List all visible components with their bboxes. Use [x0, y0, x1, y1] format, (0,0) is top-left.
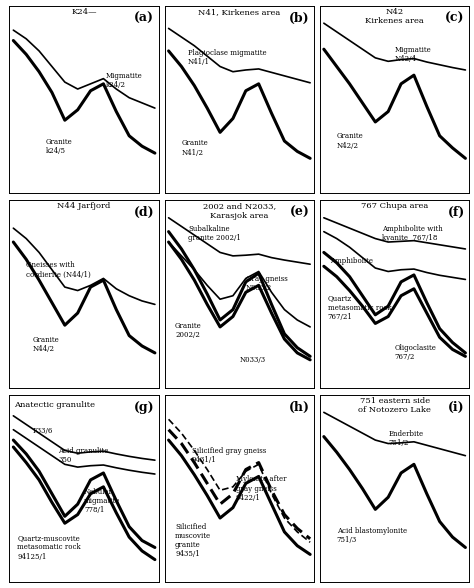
- Text: 751 eastern side
of Notozero Lake: 751 eastern side of Notozero Lake: [358, 397, 431, 414]
- Text: N033/3: N033/3: [239, 356, 265, 364]
- Text: (d): (d): [134, 206, 154, 219]
- Text: 2002 and N2033,
Karasjok area: 2002 and N2033, Karasjok area: [203, 202, 276, 219]
- Text: Anatectic granulite: Anatectic granulite: [14, 400, 95, 409]
- Text: 767 Chupa area: 767 Chupa area: [361, 202, 428, 211]
- Text: (f): (f): [447, 206, 465, 219]
- Text: Silicified gray gneiss
9431/1: Silicified gray gneiss 9431/1: [192, 447, 266, 465]
- Text: Granite
N44/2: Granite N44/2: [33, 336, 59, 353]
- Text: Plagioclase migmatite
N41/1: Plagioclase migmatite N41/1: [188, 49, 266, 66]
- Text: Granite
N41/2: Granite N41/2: [182, 139, 208, 156]
- Text: Enderbite
751/2: Enderbite 751/2: [388, 430, 423, 447]
- Text: (g): (g): [134, 400, 154, 413]
- Text: Subalkaline
granite 2002/1: Subalkaline granite 2002/1: [188, 225, 241, 242]
- Text: (b): (b): [289, 12, 310, 25]
- Text: Amphibolite: Amphibolite: [330, 257, 374, 265]
- Text: N44 Jarfjord: N44 Jarfjord: [57, 202, 111, 211]
- Text: Gray gneiss
N033/2: Gray gneiss N033/2: [246, 275, 288, 292]
- Text: Granite
N42/2: Granite N42/2: [337, 132, 364, 149]
- Text: Granite
k24/5: Granite k24/5: [46, 138, 72, 155]
- Text: Gneisses with
cordierite (N44/1): Gneisses with cordierite (N44/1): [26, 261, 91, 278]
- Text: (a): (a): [134, 12, 154, 25]
- Text: (h): (h): [289, 400, 310, 413]
- Text: Oligoclasite
767/2: Oligoclasite 767/2: [395, 345, 437, 362]
- Text: Silicified
muscovite
granite
9435/1: Silicified muscovite granite 9435/1: [175, 523, 211, 559]
- Text: (c): (c): [445, 12, 465, 25]
- Text: Quartz
metasomatic rock
767/21: Quartz metasomatic rock 767/21: [328, 295, 392, 321]
- Text: Quartz-muscovite
metasomatic rock
94125/1: Quartz-muscovite metasomatic rock 94125/…: [17, 534, 81, 561]
- Text: N42
Kirkenes area: N42 Kirkenes area: [365, 8, 424, 25]
- Text: Acid blastomylonite
751/3: Acid blastomylonite 751/3: [337, 527, 407, 544]
- Text: Nebular
migmatite
778/1: Nebular migmatite 778/1: [84, 487, 120, 514]
- Text: K24—: K24—: [72, 8, 97, 16]
- Text: Acid granulite
350: Acid granulite 350: [58, 447, 109, 465]
- Text: N41, Kirkenes area: N41, Kirkenes area: [198, 8, 281, 16]
- Text: Mylonite after
gray gneiss
9422/1: Mylonite after gray gneiss 9422/1: [236, 475, 286, 502]
- Text: (e): (e): [290, 206, 310, 219]
- Text: Migmatite
k24/2: Migmatite k24/2: [106, 72, 143, 89]
- Text: (i): (i): [448, 400, 465, 413]
- Text: F33/6: F33/6: [33, 427, 53, 435]
- Text: Granite
2002/2: Granite 2002/2: [175, 322, 202, 339]
- Text: Amphibolite with
kyanite  767/18: Amphibolite with kyanite 767/18: [382, 225, 443, 242]
- Text: Migmatite
N42/4: Migmatite N42/4: [395, 46, 431, 63]
